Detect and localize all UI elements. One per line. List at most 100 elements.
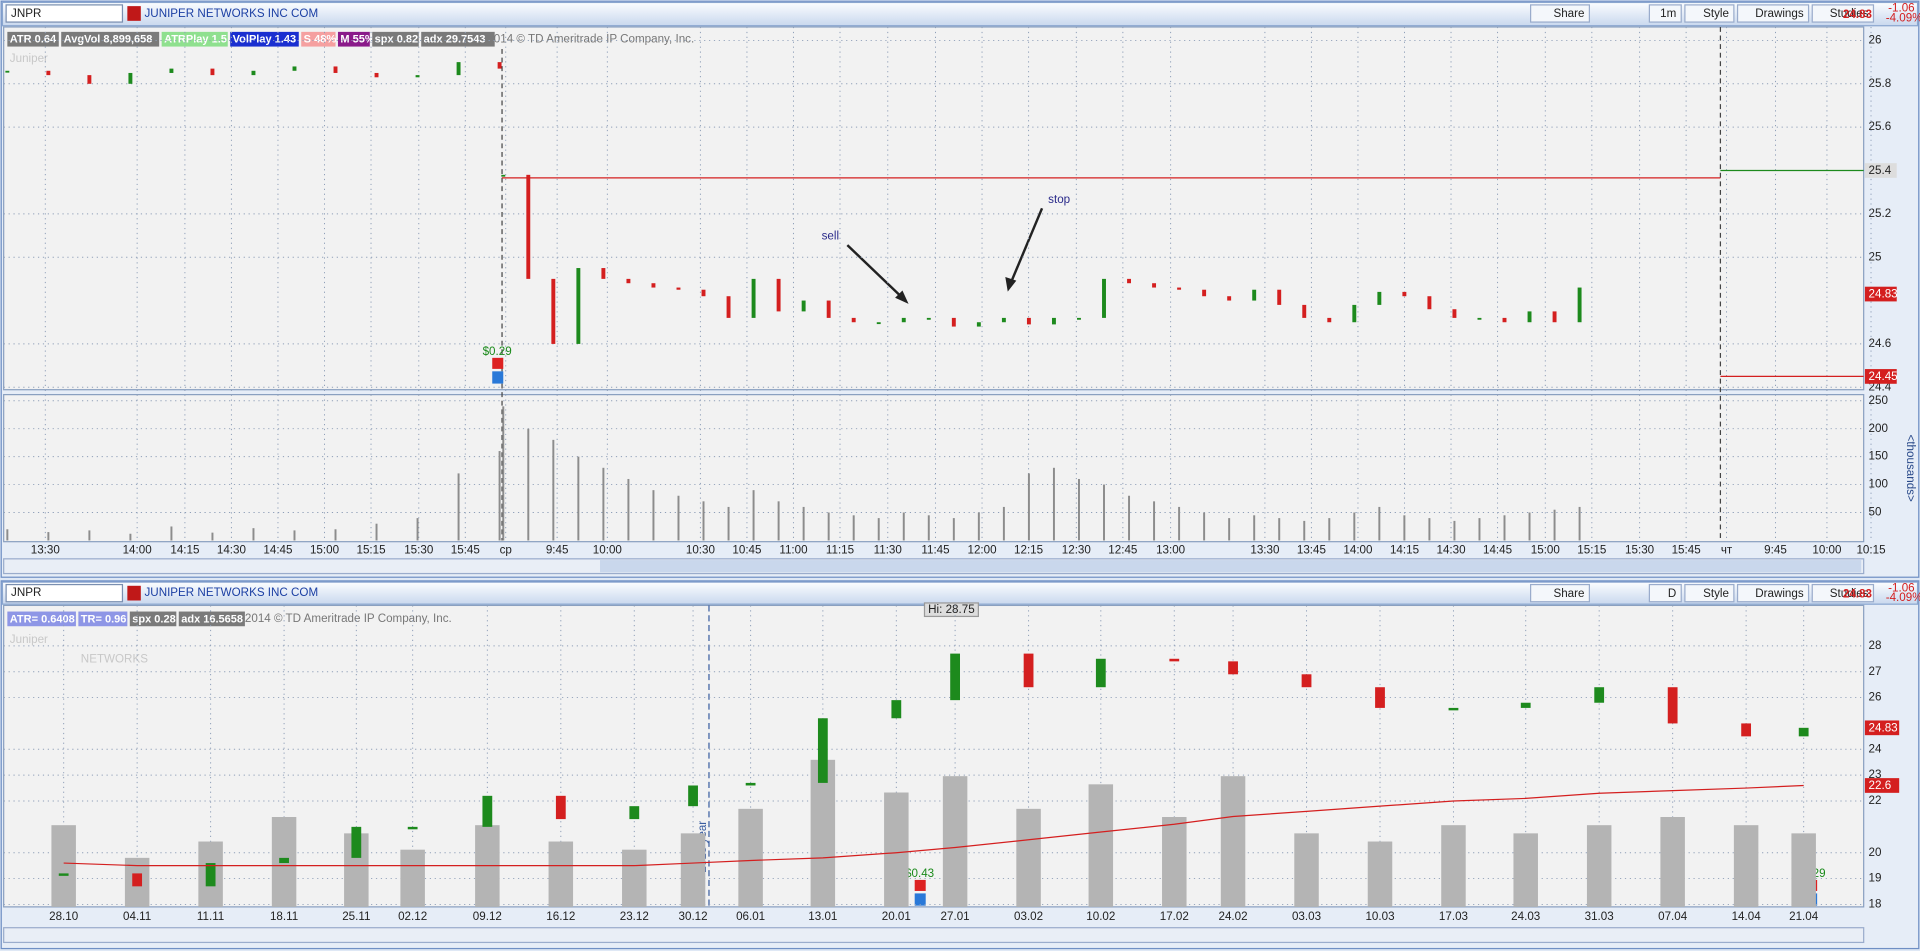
toolbar-button[interactable]: [1684, 583, 1735, 603]
candle: [1227, 296, 1232, 301]
study-value: adx 16.5658: [181, 613, 243, 625]
date-label: 11.11: [197, 910, 224, 923]
volume-bar: [677, 495, 680, 541]
icon: [127, 585, 141, 601]
time-label: 14:45: [1483, 543, 1512, 556]
candle: [407, 826, 418, 830]
study-badge: [7, 31, 59, 47]
study-value: adx 29.7543: [424, 34, 486, 46]
time-label: 12:45: [1108, 543, 1137, 556]
volume-bar: [252, 528, 255, 541]
change-pct: -4.09%: [1886, 591, 1920, 604]
time-label: 10:00: [1812, 543, 1842, 556]
toolbar-button[interactable]: [1648, 583, 1682, 603]
volume-bar: [1513, 833, 1538, 907]
annotation: stop: [1048, 193, 1070, 206]
study-badge: [421, 31, 495, 47]
volume-bar: [1220, 776, 1246, 907]
study-badge: [337, 31, 370, 47]
arrowhead: [895, 290, 909, 304]
candle: [801, 300, 806, 312]
date-label: 31.03: [1585, 910, 1614, 923]
candle: [526, 174, 531, 279]
volume-bar: [1027, 473, 1030, 541]
time-label: 13:00: [1156, 543, 1186, 556]
button-label: Share: [1553, 7, 1584, 20]
candle: [205, 863, 216, 887]
y-tick-label: 25.8: [1869, 77, 1892, 90]
time-label: 11:30: [874, 543, 903, 556]
study-badge: [129, 611, 177, 627]
date-label: 10.03: [1365, 910, 1394, 923]
candle: [1152, 283, 1157, 288]
date-label: 18.11: [270, 910, 298, 923]
volume-bar: [47, 532, 50, 541]
candle: [688, 785, 698, 807]
candle: [951, 317, 956, 327]
scrollbar[interactable]: [3, 927, 1865, 944]
volume-bar: [577, 456, 580, 541]
scroll-thumb[interactable]: [600, 560, 1862, 573]
candle: [1577, 287, 1582, 323]
toolbar-button[interactable]: [1736, 4, 1810, 23]
volume-bar: [1002, 506, 1005, 541]
symbol-box[interactable]: [5, 4, 124, 23]
toolbar-button[interactable]: [1736, 583, 1810, 603]
price-tag-label: 24.83: [1869, 722, 1898, 735]
volume-bar: [727, 506, 730, 541]
candle: [626, 278, 631, 284]
candle: [251, 70, 256, 76]
date-label: 13.01: [808, 910, 837, 923]
last-price: 24.83: [1843, 8, 1873, 21]
toolbar-button[interactable]: [1530, 583, 1590, 603]
toolbar-button[interactable]: [1648, 4, 1682, 23]
candle: [726, 296, 731, 318]
candle: [292, 66, 297, 71]
candle: [46, 70, 51, 76]
candle: [676, 287, 681, 290]
toolbar-button[interactable]: [1530, 4, 1590, 23]
volume-bar: [502, 406, 505, 541]
volume-bar: [400, 849, 425, 907]
volume-bar: [622, 849, 647, 907]
volume-bar: [952, 518, 955, 541]
price-tag: [1864, 163, 1897, 178]
volume-bar: [334, 529, 337, 541]
time-label: 13:30: [1250, 543, 1280, 556]
button-label: Drawings: [1755, 587, 1804, 600]
date-label: 03.02: [1014, 910, 1043, 923]
candle: [1228, 661, 1238, 675]
logo: Juniper: [10, 633, 48, 646]
candle: [415, 75, 420, 78]
volume-bar: [1016, 808, 1041, 907]
time-label: 15:45: [451, 543, 480, 556]
volume-bar: [652, 490, 655, 541]
volume-bar: [680, 833, 706, 907]
time-label: 14:30: [217, 543, 247, 556]
candle: [132, 873, 143, 887]
button-label: 1m: [1660, 7, 1676, 20]
volume-tick-label: 200: [1869, 422, 1889, 435]
date-label: 25.11: [342, 910, 370, 923]
time-label: 13:30: [31, 543, 61, 556]
y-tick-label: 28: [1869, 639, 1882, 652]
candle: [1102, 278, 1106, 318]
toolbar-button[interactable]: [1811, 583, 1875, 603]
volume-bar: [498, 451, 501, 541]
volume-bar: [1428, 518, 1431, 541]
y-tick-label: 24.6: [1869, 337, 1892, 350]
date-label: 23.12: [620, 910, 649, 923]
toolbar-button[interactable]: [1684, 4, 1735, 23]
volume-tick-label: 100: [1869, 478, 1889, 491]
toolbar-button[interactable]: [1811, 4, 1875, 23]
volume-bar: [129, 533, 132, 541]
time-label: 11:45: [921, 543, 949, 556]
symbol-box[interactable]: [5, 583, 124, 603]
price-tag-label: 25.4: [1869, 164, 1892, 177]
high-box: [923, 602, 979, 618]
volume-bar: [170, 526, 173, 541]
study-badge: [301, 31, 336, 47]
candle: [279, 857, 289, 864]
volume-bar: [457, 473, 460, 541]
